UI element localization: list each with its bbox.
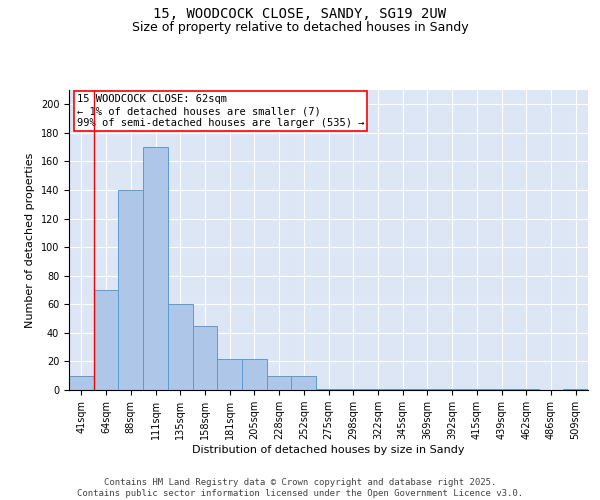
Bar — [143, 147, 168, 390]
Bar — [118, 190, 143, 390]
Bar — [292, 376, 316, 390]
Bar — [341, 388, 365, 390]
Bar — [440, 388, 464, 390]
Text: Contains HM Land Registry data © Crown copyright and database right 2025.
Contai: Contains HM Land Registry data © Crown c… — [77, 478, 523, 498]
X-axis label: Distribution of detached houses by size in Sandy: Distribution of detached houses by size … — [192, 445, 465, 455]
Bar — [514, 388, 539, 390]
Bar — [464, 388, 489, 390]
Text: Size of property relative to detached houses in Sandy: Size of property relative to detached ho… — [131, 21, 469, 34]
Bar — [415, 388, 440, 390]
Y-axis label: Number of detached properties: Number of detached properties — [25, 152, 35, 328]
Bar — [94, 290, 118, 390]
Bar — [489, 388, 514, 390]
Bar — [242, 358, 267, 390]
Bar — [267, 376, 292, 390]
Bar — [168, 304, 193, 390]
Bar — [365, 388, 390, 390]
Text: 15 WOODCOCK CLOSE: 62sqm
← 1% of detached houses are smaller (7)
99% of semi-det: 15 WOODCOCK CLOSE: 62sqm ← 1% of detache… — [77, 94, 364, 128]
Bar — [563, 388, 588, 390]
Bar — [316, 388, 341, 390]
Bar — [193, 326, 217, 390]
Bar — [69, 376, 94, 390]
Bar — [217, 358, 242, 390]
Text: 15, WOODCOCK CLOSE, SANDY, SG19 2UW: 15, WOODCOCK CLOSE, SANDY, SG19 2UW — [154, 8, 446, 22]
Bar — [390, 388, 415, 390]
